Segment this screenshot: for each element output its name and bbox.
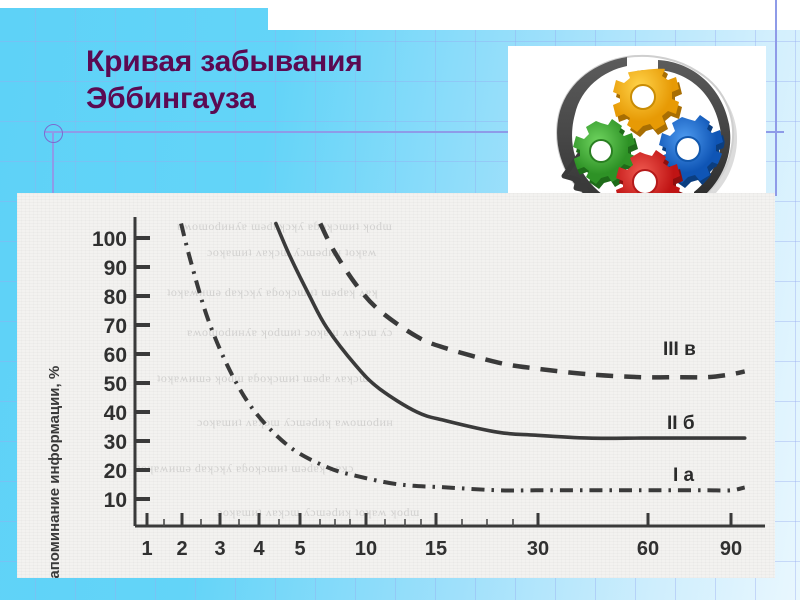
curve-label-iii: III в: [663, 339, 696, 360]
decorative-circle-icon: [44, 124, 63, 143]
gear-yellow-icon: [613, 68, 682, 137]
title-line-1: Кривая забывания: [86, 45, 363, 78]
decorative-vertical-line: [52, 131, 54, 193]
y-tick-label: 70: [104, 315, 127, 338]
y-tick-label: 10: [104, 489, 127, 512]
accent-vertical-line: [775, 0, 777, 196]
y-tick-label: 50: [104, 373, 127, 396]
x-tick-label: 1: [141, 538, 152, 560]
y-tick-label: 80: [104, 286, 127, 309]
page-title: Кривая забывания Эббингауза: [86, 44, 506, 117]
chart-scan-panel: ɐʍоɯоdиʜʎɐ ɯǝdɐʞɔʞʎ ɐɓоʞɔɯиʇ ʞоdɯ ɔоʞɐɯи…: [17, 193, 775, 578]
forgetting-curve-chart: Запоминание информации, % 100 90: [46, 217, 765, 578]
y-tick-label: 100: [92, 228, 127, 251]
x-tick-label: 2: [176, 538, 187, 560]
y-axis-tick-labels: 100 90 80 70 60 50 40 30 20 10: [92, 228, 127, 512]
top-right-white-band: [268, 0, 800, 30]
y-tick-label: 90: [104, 257, 127, 280]
decorative-horizontal-line: [44, 131, 784, 133]
curve-ii-b: [274, 221, 747, 441]
x-tick-label: 15: [425, 538, 447, 560]
y-tick-label: 20: [104, 460, 127, 483]
x-tick-label: 10: [355, 538, 377, 560]
y-tick-label: 40: [104, 402, 127, 425]
x-tick-label: 5: [294, 538, 305, 560]
x-tick-label: 60: [637, 538, 659, 560]
x-tick-label: 90: [720, 538, 742, 560]
gear-green-icon: [573, 119, 638, 189]
curve-label-i: I а: [673, 465, 695, 486]
x-tick-label: 4: [253, 538, 265, 560]
x-tick-label: 30: [527, 538, 549, 560]
curve-iii-v: [318, 222, 746, 380]
y-tick-label: 30: [104, 431, 127, 454]
y-tick-label: 60: [104, 344, 127, 367]
y-axis-ticks: [135, 236, 150, 501]
curve-i-a: [179, 223, 746, 493]
x-axis-tick-labels: 1 2 3 4 5 10 15 30 60 90: [141, 538, 742, 560]
y-axis-label: Запоминание информации, %: [46, 366, 63, 578]
x-tick-label: 3: [214, 538, 225, 560]
x-axis-ticks: [145, 513, 733, 526]
curve-label-ii: II б: [667, 413, 695, 434]
title-line-2: Эббингауза: [86, 81, 256, 115]
